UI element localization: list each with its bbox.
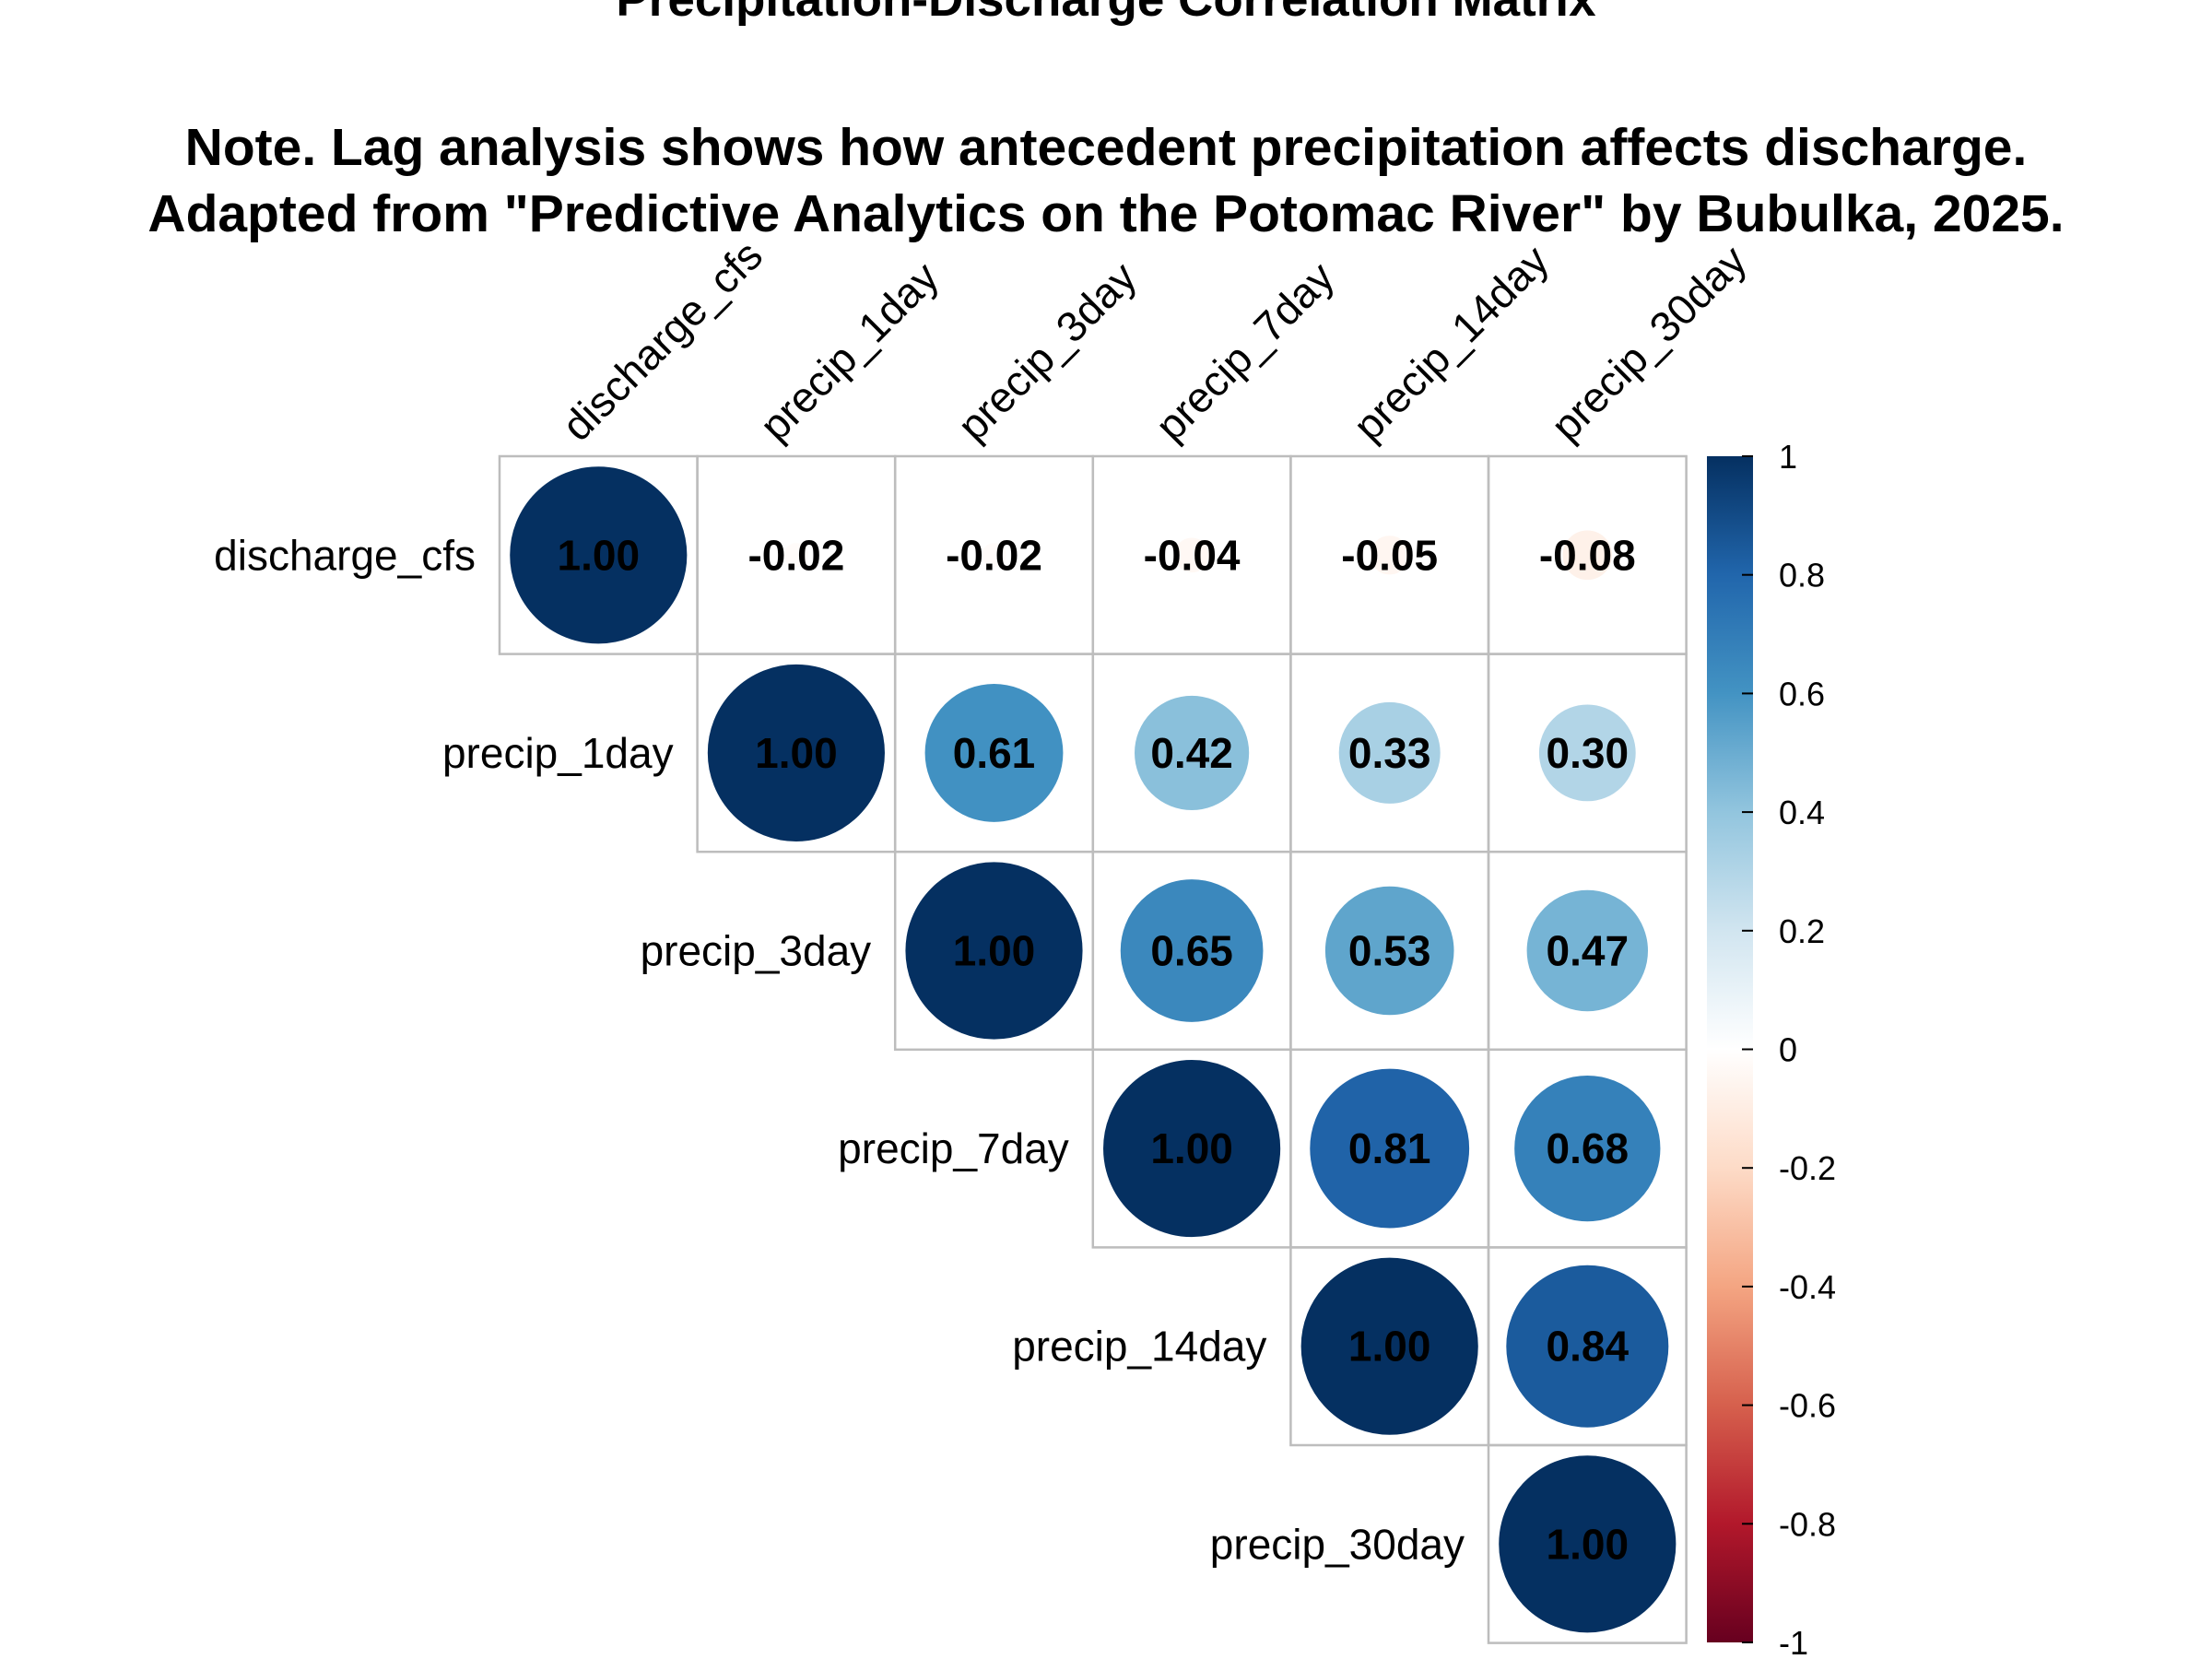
corr-circle-precip_1day-precip_3day xyxy=(924,682,1065,823)
corr-value-discharge_cfs-discharge_cfs: 1.00 xyxy=(558,531,641,579)
corr-circle-precip_14day-precip_30day xyxy=(1505,1264,1670,1429)
corr-value-discharge_cfs-precip_3day: -0.02 xyxy=(946,531,1042,579)
row-label-precip_1day: precip_1day xyxy=(442,729,674,777)
colorbar-tick-label: 0.4 xyxy=(1779,794,1825,831)
corr-circle-precip_1day-precip_14day xyxy=(1337,700,1441,805)
colorbar-tick-label: -0.2 xyxy=(1779,1149,1836,1187)
corr-circle-precip_7day-precip_30day xyxy=(1513,1074,1662,1223)
corr-circle-precip_30day-precip_30day xyxy=(1498,1454,1677,1634)
colorbar-tick-label: 0.2 xyxy=(1779,912,1825,950)
colorbar-tick-label: -0.8 xyxy=(1779,1505,1836,1543)
row-label-precip_30day: precip_30day xyxy=(1210,1520,1465,1568)
col-label-precip_14day: precip_14day xyxy=(1344,236,1558,450)
col-label-precip_1day: precip_1day xyxy=(750,253,947,450)
grid-layer xyxy=(498,454,1688,1644)
chart-title: Precipitation-Discharge Correlation Matr… xyxy=(0,0,2212,28)
cell-precip_30day-precip_30day xyxy=(1487,1443,1688,1644)
chart-note-line-1: Note. Lag analysis shows how antecedent … xyxy=(184,118,2028,177)
colorbar-tick-label: -1 xyxy=(1779,1624,1808,1659)
corr-value-precip_7day-precip_30day: 0.68 xyxy=(1547,1124,1630,1172)
corr-circle-precip_7day-precip_14day xyxy=(1309,1067,1471,1230)
corr-value-precip_1day-precip_7day: 0.42 xyxy=(1150,729,1233,777)
corr-value-discharge_cfs-precip_7day: -0.04 xyxy=(1144,531,1241,579)
corr-circle-discharge_cfs-precip_1day xyxy=(782,542,810,569)
corr-value-precip_1day-precip_14day: 0.33 xyxy=(1348,729,1431,777)
col-label-discharge_cfs: discharge_cfs xyxy=(553,231,771,450)
corr-circle-precip_1day-precip_30day xyxy=(1537,703,1637,803)
col-label-precip_30day: precip_30day xyxy=(1542,236,1756,450)
corr-circle-discharge_cfs-precip_3day xyxy=(981,542,1007,569)
corr-value-discharge_cfs-precip_30day: -0.08 xyxy=(1539,531,1636,579)
corr-value-precip_1day-precip_30day: 0.30 xyxy=(1547,729,1630,777)
value-label-layer: 1.00 -0.02 -0.02 -0.04 -0.05 -0.08 1.00 0.61 0.4… xyxy=(558,531,1636,1568)
colorbar-tick-label: -0.6 xyxy=(1779,1387,1836,1425)
corr-circle-precip_3day-precip_3day xyxy=(904,861,1084,1041)
corr-value-precip_3day-precip_7day: 0.65 xyxy=(1150,927,1233,975)
corr-circle-precip_3day-precip_30day xyxy=(1525,888,1650,1013)
corr-value-discharge_cfs-precip_1day: -0.02 xyxy=(747,531,844,579)
corr-value-precip_7day-precip_14day: 0.81 xyxy=(1348,1124,1431,1172)
corr-circle-discharge_cfs-discharge_cfs xyxy=(509,465,688,645)
row-label-precip_7day: precip_7day xyxy=(838,1124,1069,1172)
corr-circle-precip_1day-precip_7day xyxy=(1134,694,1251,811)
colorbar-tick-label: -0.4 xyxy=(1779,1268,1836,1306)
row-label-discharge_cfs: discharge_cfs xyxy=(214,531,476,579)
circle-layer xyxy=(509,465,1677,1634)
corr-value-precip_3day-precip_30day: 0.47 xyxy=(1547,927,1630,975)
corr-circle-precip_3day-precip_7day xyxy=(1119,878,1265,1023)
corr-value-precip_14day-precip_14day: 1.00 xyxy=(1348,1323,1431,1371)
chart-note-line-2: Adapted from "Predictive Analytics on th… xyxy=(147,184,2065,243)
corr-circle-precip_14day-precip_14day xyxy=(1300,1256,1479,1436)
corr-value-precip_30day-precip_30day: 1.00 xyxy=(1547,1520,1630,1568)
row-label-precip_14day: precip_14day xyxy=(1012,1323,1266,1371)
corr-value-precip_3day-precip_14day: 0.53 xyxy=(1348,927,1431,975)
corr-value-precip_3day-precip_3day: 1.00 xyxy=(953,927,1036,975)
corr-value-precip_1day-precip_3day: 0.61 xyxy=(953,729,1036,777)
colorbar-tick-label: 0.8 xyxy=(1779,557,1825,594)
corr-circle-precip_3day-precip_14day xyxy=(1324,885,1455,1017)
corr-value-precip_1day-precip_1day: 1.00 xyxy=(755,729,838,777)
corr-circle-discharge_cfs-precip_14day xyxy=(1369,535,1410,576)
corr-circle-discharge_cfs-precip_7day xyxy=(1173,536,1210,574)
col-label-precip_3day: precip_3day xyxy=(948,253,1146,450)
corr-value-discharge_cfs-precip_14day: -0.05 xyxy=(1341,531,1438,579)
row-label-precip_3day: precip_3day xyxy=(641,927,872,975)
colorbar-tick-label: 0 xyxy=(1779,1031,1797,1069)
corr-circle-discharge_cfs-precip_30day xyxy=(1561,529,1614,582)
colorbar-tick-label: 1 xyxy=(1779,438,1797,476)
colorbar-tick-label: 0.6 xyxy=(1779,675,1825,712)
corr-circle-precip_7day-precip_7day xyxy=(1102,1059,1282,1239)
corr-value-precip_7day-precip_7day: 1.00 xyxy=(1150,1124,1233,1172)
col-label-precip_7day: precip_7day xyxy=(1146,253,1343,450)
colorbar: 1 0.8 0.6 0.4 0.2 0 -0.2 -0.4 -0.6 -0.8 -1 xyxy=(1707,438,1836,1659)
corr-value-precip_14day-precip_30day: 0.84 xyxy=(1547,1323,1630,1371)
corr-circle-precip_1day-precip_1day xyxy=(706,663,886,842)
